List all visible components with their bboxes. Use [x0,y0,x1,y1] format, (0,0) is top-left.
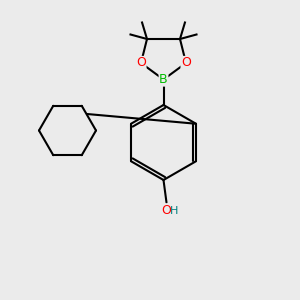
Text: H: H [170,206,178,216]
Text: B: B [159,73,168,86]
Text: O: O [136,56,146,70]
Text: O: O [162,204,171,217]
Text: O: O [181,56,191,70]
